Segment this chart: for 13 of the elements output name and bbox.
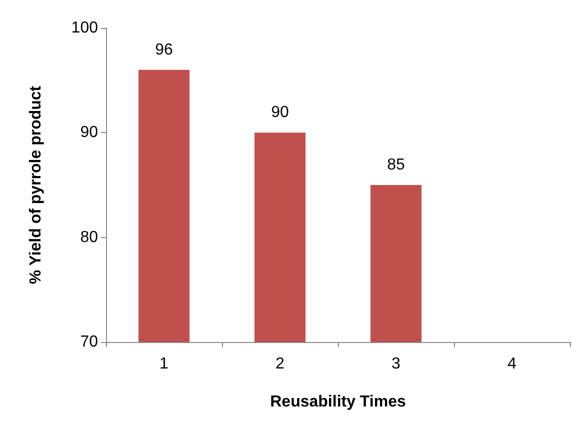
y-tick-label: 90 <box>80 124 98 142</box>
data-label: 85 <box>387 156 405 174</box>
x-tick-label: 4 <box>508 356 517 372</box>
y-tick-label: 100 <box>71 20 98 36</box>
x-axis-title: Reusability Times <box>270 394 406 410</box>
data-label: 96 <box>155 41 173 58</box>
x-tick-label: 2 <box>276 356 285 372</box>
x-tick-label: 3 <box>392 356 401 372</box>
y-tick-label: 80 <box>80 228 98 246</box>
y-axis-title: % Yield of pyrrole product <box>28 85 44 284</box>
data-label: 90 <box>271 104 289 122</box>
x-tick-label: 1 <box>160 356 169 372</box>
y-tick-label: 70 <box>80 334 98 350</box>
